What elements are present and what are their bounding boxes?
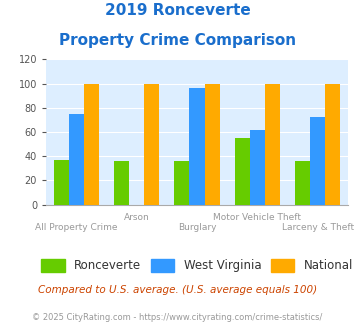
Text: Larceny & Theft: Larceny & Theft — [282, 223, 354, 232]
Bar — [144, 83, 159, 205]
Bar — [84, 83, 99, 205]
Text: Property Crime Comparison: Property Crime Comparison — [59, 33, 296, 48]
Bar — [54, 160, 69, 205]
Text: Burglary: Burglary — [178, 223, 216, 232]
Bar — [295, 161, 310, 205]
Bar — [114, 161, 129, 205]
Bar — [204, 83, 220, 205]
Text: Motor Vehicle Theft: Motor Vehicle Theft — [213, 213, 301, 222]
Text: Compared to U.S. average. (U.S. average equals 100): Compared to U.S. average. (U.S. average … — [38, 285, 317, 295]
Bar — [250, 130, 265, 205]
Text: All Property Crime: All Property Crime — [35, 223, 118, 232]
Legend: Ronceverte, West Virginia, National: Ronceverte, West Virginia, National — [36, 254, 355, 277]
Bar — [174, 161, 190, 205]
Bar — [235, 138, 250, 205]
Bar — [310, 117, 325, 205]
Text: 2019 Ronceverte: 2019 Ronceverte — [105, 3, 250, 18]
Bar — [190, 88, 204, 205]
Bar — [265, 83, 280, 205]
Text: Arson: Arson — [124, 213, 149, 222]
Bar — [325, 83, 340, 205]
Bar — [69, 114, 84, 205]
Text: © 2025 CityRating.com - https://www.cityrating.com/crime-statistics/: © 2025 CityRating.com - https://www.city… — [32, 314, 323, 322]
